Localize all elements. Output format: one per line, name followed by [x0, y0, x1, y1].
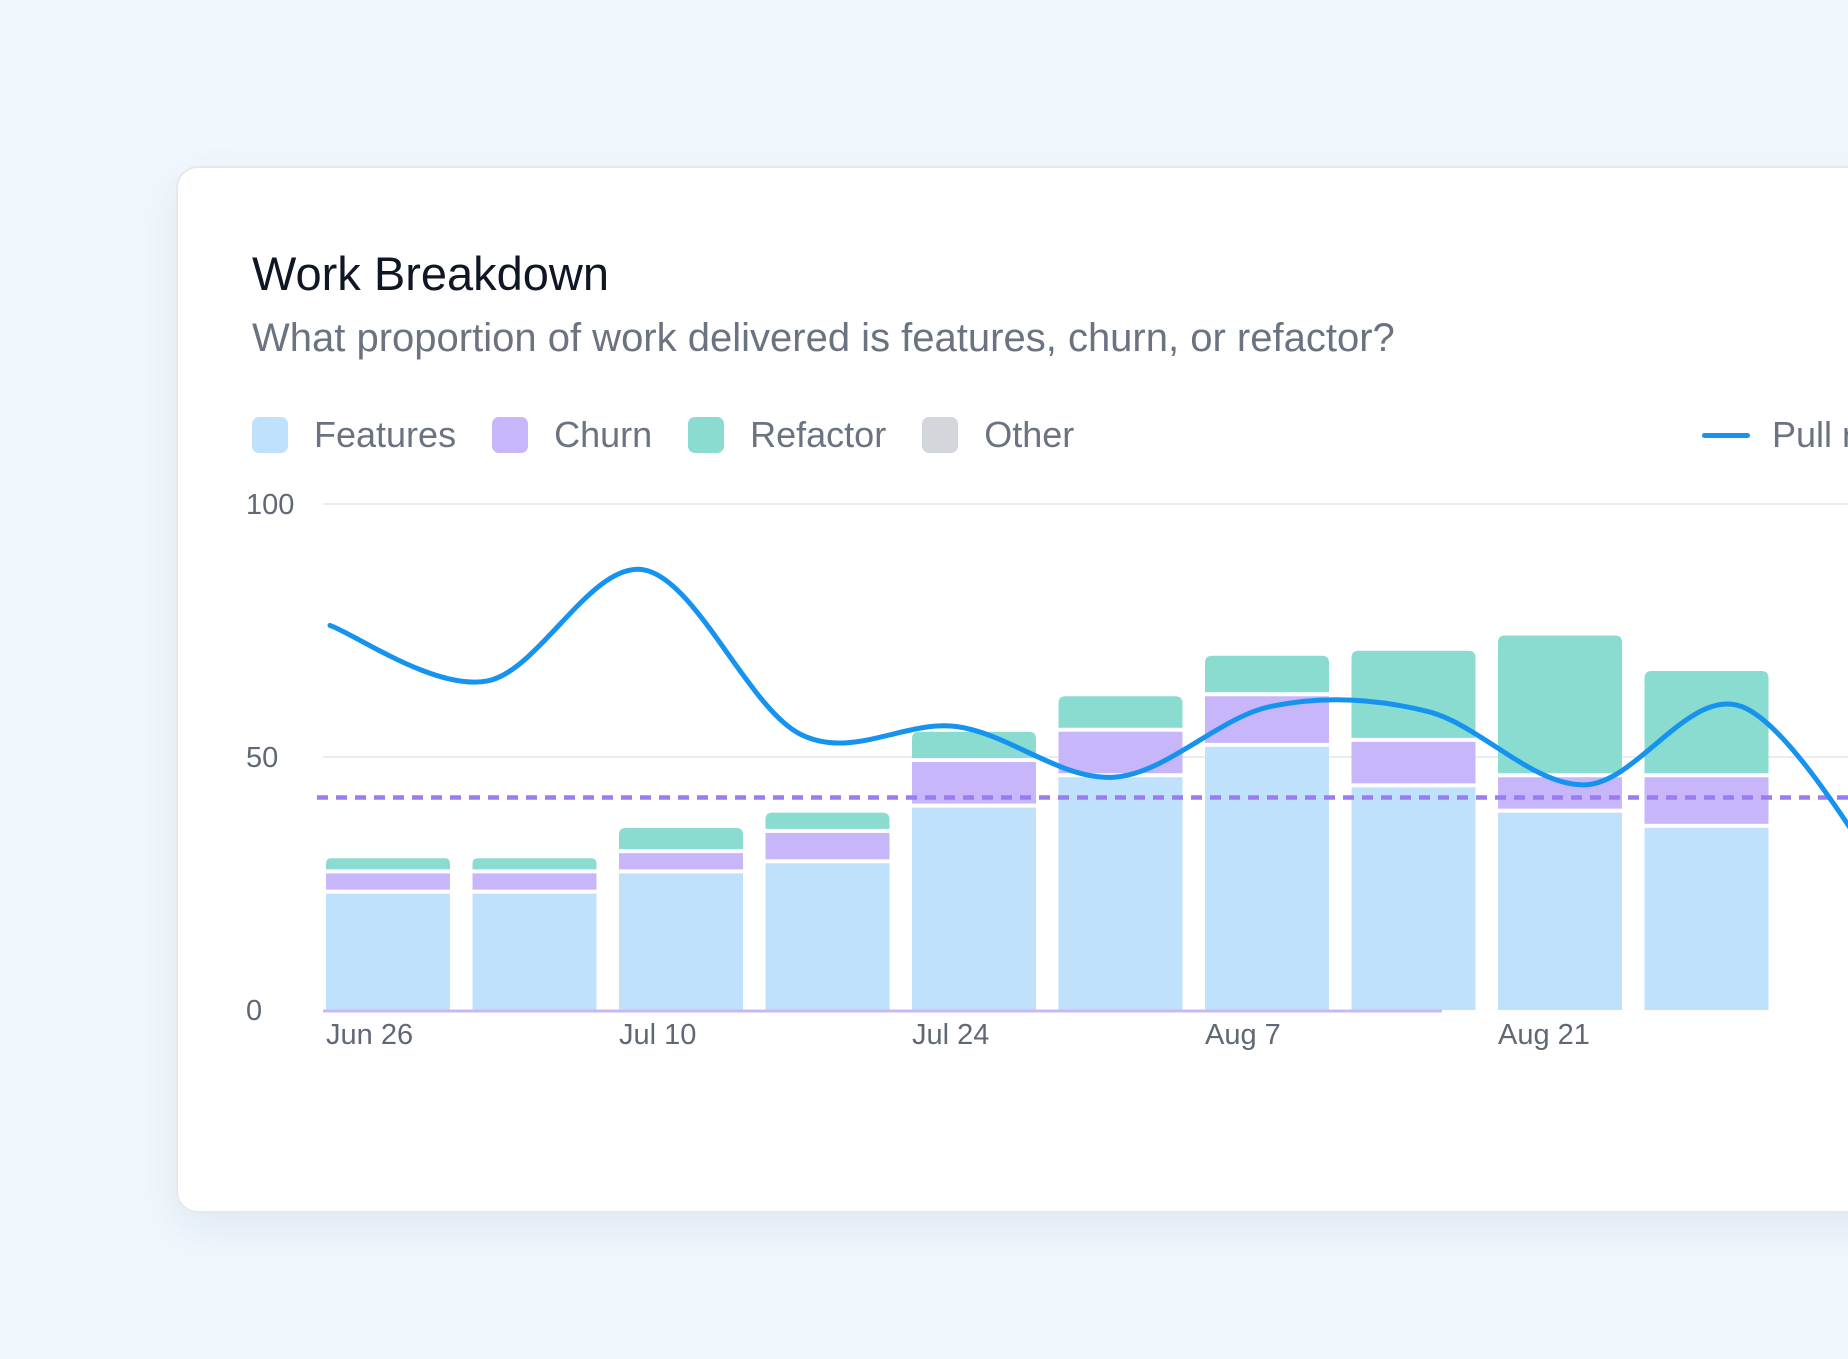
x-tick-label-jul-24: Jul 24: [912, 1019, 989, 1051]
bar-jul-31-refactor: [1058, 696, 1183, 728]
bar-jul-3-churn: [472, 873, 597, 890]
legend-item-other[interactable]: Other: [922, 414, 1074, 456]
bar-aug-14-features: [1351, 787, 1476, 1010]
x-tick-label-jun-26: Jun 26: [326, 1019, 413, 1051]
bar-jul-10-churn: [619, 853, 743, 870]
bar-jul-3-features: [472, 893, 597, 1010]
bar-aug-14-churn: [1351, 741, 1476, 784]
bar-aug-28-features: [1644, 827, 1769, 1010]
chart-title: Work Breakdown: [252, 247, 609, 300]
bar-aug-7-refactor: [1205, 655, 1329, 693]
bar-aug-7-features: [1205, 746, 1329, 1010]
pull-requests-line: [327, 566, 1848, 830]
bar-jul-17-churn: [765, 832, 890, 860]
bar-jul-24-features: [912, 807, 1036, 1010]
legend: Features Churn Refactor Other: [252, 414, 1110, 456]
churn-swatch: [492, 417, 529, 453]
work-breakdown-card: Work Breakdown What proportion of work d…: [176, 166, 1848, 1213]
refactor-swatch: [688, 417, 725, 453]
bar-jul-31-churn: [1058, 731, 1183, 774]
bar-jul-24-refactor: [912, 731, 1036, 759]
y-tick-label-0: 0: [246, 995, 262, 1027]
legend-label-other: Other: [984, 414, 1075, 455]
x-tick-label-jul-10: Jul 10: [619, 1019, 696, 1051]
features-swatch: [252, 417, 288, 453]
bar-jul-31-features: [1058, 777, 1183, 1010]
bar-aug-7-churn: [1205, 696, 1329, 743]
x-tick-label-aug-21: Aug 21: [1498, 1019, 1590, 1051]
legend-label-churn: Churn: [554, 414, 653, 455]
legend-item-features[interactable]: Features: [252, 414, 456, 456]
legend-label-pull-requests: Pull r: [1772, 414, 1848, 455]
bar-jul-10-features: [619, 873, 743, 1010]
bar-jun-26-refactor: [326, 858, 450, 870]
legend-item-churn[interactable]: Churn: [492, 414, 652, 456]
bar-jul-3-refactor: [472, 858, 597, 870]
x-tick-label-aug-7: Aug 7: [1205, 1019, 1281, 1051]
y-tick-label-100: 100: [246, 489, 294, 521]
chart-subtitle: What proportion of work delivered is fea…: [252, 316, 1395, 360]
bar-jul-10-refactor: [619, 827, 743, 850]
bar-jul-17-features: [765, 863, 890, 1010]
legend-item-pull-requests[interactable]: Pull r: [1702, 414, 1848, 456]
bar-aug-28-refactor: [1644, 670, 1769, 774]
legend-item-refactor[interactable]: Refactor: [688, 414, 886, 456]
bar-aug-21-refactor: [1498, 635, 1622, 774]
bar-aug-21-features: [1498, 812, 1622, 1010]
bar-jul-17-refactor: [765, 812, 890, 829]
pull-requests-line-swatch: [1702, 432, 1750, 438]
other-swatch: [922, 417, 959, 453]
legend-label-features: Features: [314, 414, 457, 455]
bar-aug-28-churn: [1644, 777, 1769, 824]
bar-jun-26-features: [326, 893, 450, 1010]
legend-label-refactor: Refactor: [750, 414, 887, 455]
bar-jun-26-churn: [326, 873, 450, 890]
work-breakdown-chart: 0 50 100 Jun 26 Jul 10 Jul 24 Aug 7 Aug 21: [246, 489, 1848, 1051]
y-tick-label-50: 50: [246, 742, 278, 774]
